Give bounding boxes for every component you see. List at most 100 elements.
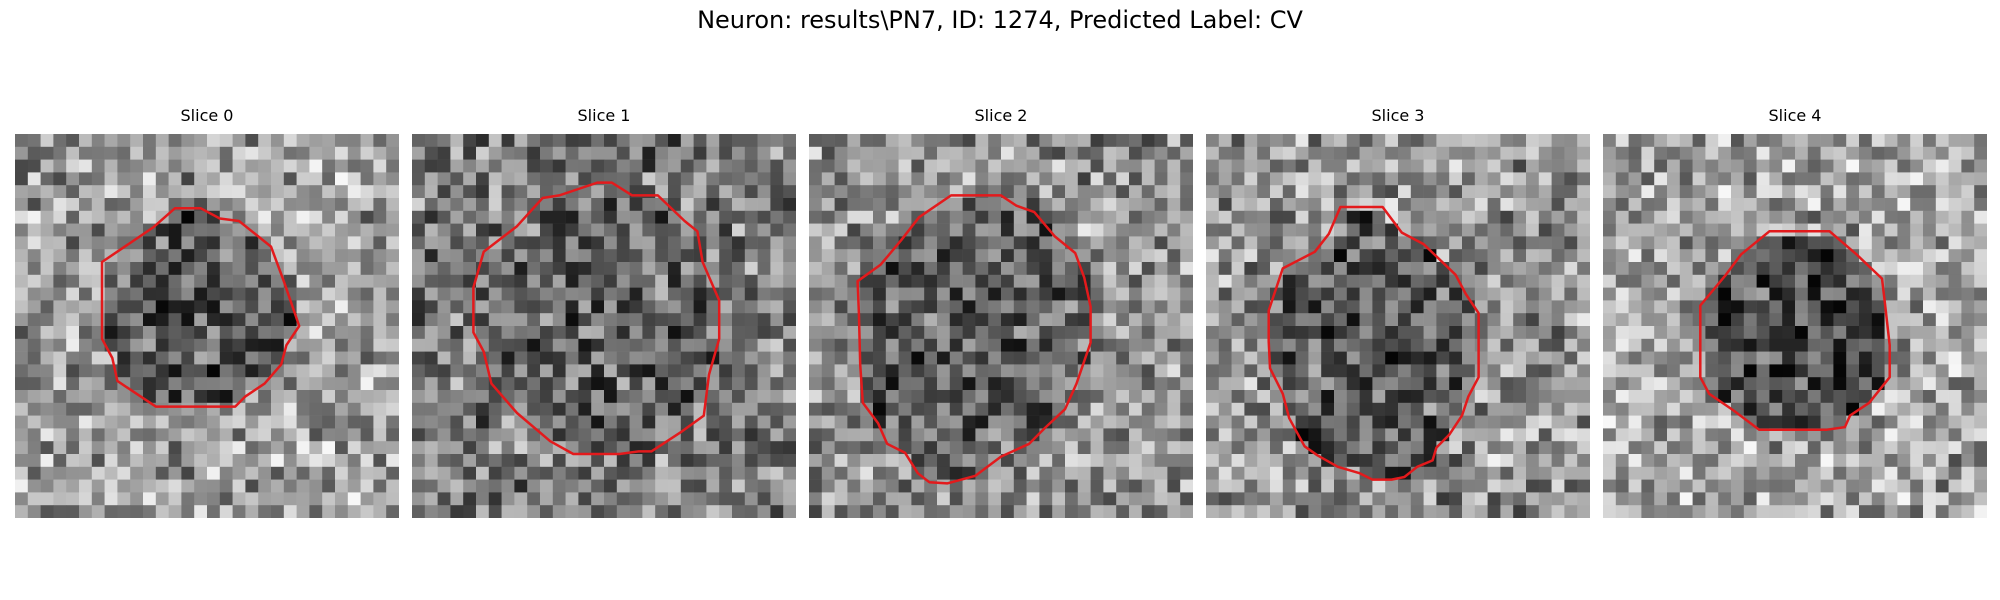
pixel-cell bbox=[335, 249, 349, 263]
pixel-cell bbox=[271, 198, 285, 212]
pixel-cell bbox=[924, 466, 938, 480]
pixel-cell bbox=[296, 287, 310, 301]
pixel-cell bbox=[53, 287, 67, 301]
pixel-cell bbox=[655, 223, 669, 237]
pixel-cell bbox=[66, 338, 80, 352]
pixel-cell bbox=[1820, 390, 1834, 404]
pixel-cell bbox=[245, 262, 259, 276]
pixel-cell bbox=[1923, 198, 1937, 212]
pixel-cell bbox=[1231, 351, 1245, 365]
pixel-cell bbox=[975, 159, 989, 173]
pixel-cell bbox=[1487, 351, 1501, 365]
pixel-cell bbox=[1065, 351, 1079, 365]
pixel-cell bbox=[1116, 159, 1130, 173]
pixel-cell bbox=[463, 172, 477, 186]
pixel-cell bbox=[296, 351, 310, 365]
pixel-cell bbox=[194, 454, 208, 468]
pixel-cell bbox=[1334, 428, 1348, 442]
pixel-cell bbox=[527, 185, 541, 199]
pixel-cell bbox=[1641, 364, 1655, 378]
pixel-cell bbox=[1474, 287, 1488, 301]
pixel-cell bbox=[719, 172, 733, 186]
pixel-cell bbox=[1577, 441, 1590, 455]
pixel-cell bbox=[1462, 377, 1476, 391]
pixel-cell bbox=[693, 274, 707, 288]
pixel-cell bbox=[1308, 402, 1322, 416]
pixel-cell bbox=[1513, 300, 1527, 314]
pixel-cell bbox=[1231, 249, 1245, 263]
pixel-cell bbox=[1718, 287, 1732, 301]
pixel-cell bbox=[642, 300, 656, 314]
pixel-cell bbox=[757, 505, 771, 518]
pixel-cell bbox=[219, 134, 233, 148]
pixel-cell bbox=[1871, 198, 1885, 212]
pixel-cell bbox=[1526, 134, 1540, 148]
pixel-cell bbox=[719, 390, 733, 404]
pixel-cell bbox=[1270, 146, 1284, 160]
pixel-cell bbox=[1116, 313, 1130, 327]
pixel-cell bbox=[1884, 172, 1898, 186]
pixel-cell bbox=[1538, 287, 1552, 301]
pixel-cell bbox=[1129, 402, 1143, 416]
pixel-cell bbox=[15, 364, 29, 378]
pixel-cell bbox=[1449, 223, 1463, 237]
pixel-cell bbox=[898, 351, 912, 365]
pixel-cell bbox=[1398, 402, 1412, 416]
pixel-cell bbox=[1090, 134, 1104, 148]
pixel-cell bbox=[1705, 146, 1719, 160]
pixel-cell bbox=[1167, 364, 1181, 378]
pixel-cell bbox=[962, 223, 976, 237]
pixel-cell bbox=[975, 479, 989, 493]
pixel-cell bbox=[1206, 364, 1220, 378]
pixel-cell bbox=[604, 185, 618, 199]
pixel-cell bbox=[437, 262, 451, 276]
pixel-cell bbox=[1807, 185, 1821, 199]
pixel-cell bbox=[1615, 390, 1629, 404]
pixel-cell bbox=[1270, 441, 1284, 455]
pixel-cell bbox=[219, 262, 233, 276]
pixel-cell bbox=[66, 351, 80, 365]
pixel-cell bbox=[1116, 223, 1130, 237]
pixel-cell bbox=[809, 364, 823, 378]
pixel-cell bbox=[1820, 466, 1834, 480]
pixel-cell bbox=[40, 441, 54, 455]
pixel-cell bbox=[194, 262, 208, 276]
pixel-cell bbox=[143, 377, 157, 391]
pixel-cell bbox=[1820, 338, 1834, 352]
pixel-cell bbox=[1129, 134, 1143, 148]
pixel-cell bbox=[322, 402, 336, 416]
pixel-cell bbox=[360, 492, 374, 506]
pixel-cell bbox=[53, 236, 67, 250]
pixel-cell bbox=[693, 249, 707, 263]
pixel-cell bbox=[1167, 377, 1181, 391]
pixel-cell bbox=[1782, 287, 1796, 301]
pixel-cell bbox=[1679, 146, 1693, 160]
pixel-cell bbox=[719, 326, 733, 340]
pixel-cell bbox=[578, 287, 592, 301]
pixel-cell bbox=[412, 415, 426, 429]
pixel-cell bbox=[155, 159, 169, 173]
pixel-cell bbox=[1410, 479, 1424, 493]
pixel-cell bbox=[1961, 479, 1975, 493]
pixel-cell bbox=[40, 249, 54, 263]
pixel-cell bbox=[706, 326, 720, 340]
pixel-cell bbox=[821, 364, 835, 378]
pixel-cell bbox=[1756, 198, 1770, 212]
pixel-cell bbox=[1641, 287, 1655, 301]
pixel-cell bbox=[668, 223, 682, 237]
pixel-cell bbox=[476, 441, 490, 455]
pixel-cell bbox=[1295, 492, 1309, 506]
pixel-cell bbox=[1206, 236, 1220, 250]
pixel-cell bbox=[1141, 300, 1155, 314]
pixel-cell bbox=[1141, 492, 1155, 506]
pixel-cell bbox=[79, 505, 93, 518]
pixel-cell bbox=[988, 351, 1002, 365]
pixel-cell bbox=[1846, 466, 1860, 480]
pixel-cell bbox=[911, 172, 925, 186]
pixel-cell bbox=[1218, 466, 1232, 480]
pixel-cell bbox=[194, 390, 208, 404]
pixel-cell bbox=[258, 198, 272, 212]
pixel-cell bbox=[937, 210, 951, 224]
pixel-cell bbox=[1679, 441, 1693, 455]
pixel-cell bbox=[1705, 223, 1719, 237]
